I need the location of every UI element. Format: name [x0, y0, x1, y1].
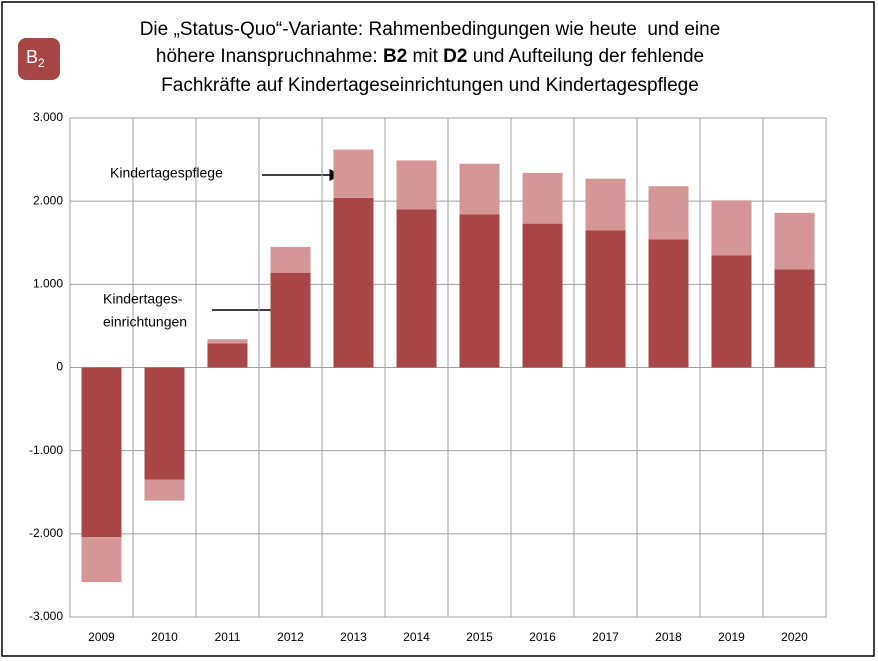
series-label: Kindertages-	[103, 291, 183, 307]
chart-title: Fachkräfte auf Kindertageseinrichtungen …	[161, 75, 699, 96]
bar	[459, 214, 500, 368]
bar	[648, 239, 689, 368]
x-tick-label: 2014	[403, 630, 430, 644]
series-label: Kindertagespflege	[110, 165, 223, 181]
bar	[711, 255, 752, 368]
title-part: mit	[407, 46, 443, 67]
bar	[207, 343, 248, 368]
bar	[207, 339, 248, 344]
chart-title: Die „Status-Quo“-Variante: Rahmenbedingu…	[140, 19, 721, 40]
bar	[522, 223, 563, 368]
bar	[333, 149, 374, 198]
x-tick-label: 2017	[592, 630, 619, 644]
bar	[648, 186, 689, 240]
bar	[81, 367, 122, 538]
x-tick-label: 2020	[781, 630, 808, 644]
y-tick-label: 0	[56, 360, 63, 374]
x-tick-label: 2018	[655, 630, 682, 644]
bar	[585, 230, 626, 368]
bar	[774, 212, 815, 270]
bar	[774, 269, 815, 368]
bar	[711, 200, 752, 256]
bar	[270, 272, 311, 368]
y-tick-label: -1.000	[29, 443, 63, 457]
title-part: D2	[443, 46, 467, 67]
bar	[81, 537, 122, 583]
title-part: Die „Status-Quo“-Variante: Rahmenbedingu…	[140, 19, 721, 40]
x-tick-label: 2009	[88, 630, 115, 644]
x-tick-label: 2019	[718, 630, 745, 644]
x-tick-label: 2015	[466, 630, 493, 644]
x-tick-label: 2016	[529, 630, 556, 644]
x-tick-label: 2013	[340, 630, 367, 644]
bar	[396, 160, 437, 210]
badge-letter: B	[26, 47, 38, 67]
x-tick-label: 2010	[151, 630, 178, 644]
y-tick-label: 3.000	[33, 110, 63, 124]
bar	[333, 197, 374, 368]
badge-text: B2	[26, 47, 45, 70]
y-tick-label: 1.000	[33, 277, 63, 291]
y-tick-label: -3.000	[29, 609, 63, 623]
bar	[396, 209, 437, 368]
bar	[459, 163, 500, 215]
title-part: höhere Inanspruchnahme:	[156, 46, 383, 67]
y-tick-label: -2.000	[29, 526, 63, 540]
bar	[144, 479, 185, 501]
x-tick-label: 2012	[277, 630, 304, 644]
chart-title: höhere Inanspruchnahme: B2 mit D2 und Au…	[156, 46, 704, 67]
bar	[585, 178, 626, 231]
series-label: einrichtungen	[103, 314, 187, 330]
title-part: B2	[383, 46, 407, 67]
badge	[18, 38, 60, 80]
bar	[270, 246, 311, 273]
bar	[522, 172, 563, 224]
y-tick-label: 2.000	[33, 193, 63, 207]
bar	[144, 367, 185, 480]
badge-sub: 2	[38, 56, 45, 70]
x-tick-label: 2011	[215, 630, 241, 644]
title-part: Fachkräfte auf Kindertageseinrichtungen …	[161, 75, 699, 96]
title-part: und Aufteilung der fehlende	[467, 46, 704, 67]
